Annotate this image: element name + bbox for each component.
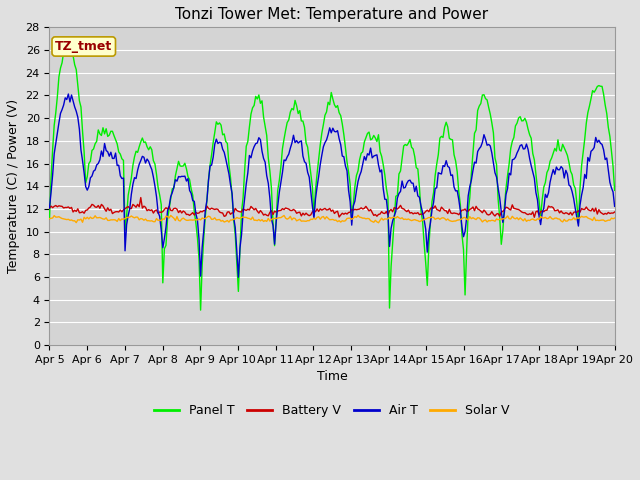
Legend: Panel T, Battery V, Air T, Solar V: Panel T, Battery V, Air T, Solar V (149, 399, 515, 422)
Text: TZ_tmet: TZ_tmet (55, 40, 113, 53)
Y-axis label: Temperature (C) / Power (V): Temperature (C) / Power (V) (7, 99, 20, 273)
X-axis label: Time: Time (317, 371, 348, 384)
Title: Tonzi Tower Met: Temperature and Power: Tonzi Tower Met: Temperature and Power (175, 7, 488, 22)
